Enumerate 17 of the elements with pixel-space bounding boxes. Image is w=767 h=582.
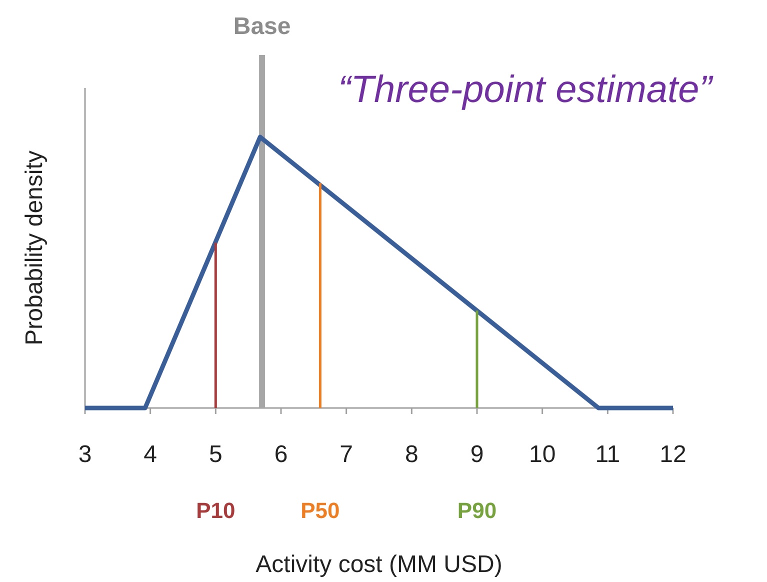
x-tick-label: 9: [470, 441, 484, 468]
text: “Three-point estimate”: [338, 69, 714, 111]
text: P90: [457, 498, 497, 523]
x-tick-label: 4: [144, 441, 158, 468]
x-tick-label: 7: [340, 441, 354, 468]
text: P50: [300, 498, 340, 523]
x-tick-label: 10: [528, 441, 556, 468]
y-axis-title: Probability density: [21, 150, 48, 346]
ref-line-label: Base: [233, 13, 291, 40]
x-tick-label: 8: [404, 441, 418, 468]
x-axis-title: Activity cost (MM USD): [256, 551, 502, 578]
x-tick-label: 5: [208, 441, 222, 468]
text: P10: [196, 498, 236, 523]
x-tick-label: 11: [595, 441, 620, 468]
x-tick-label: 6: [274, 441, 288, 468]
x-tick-label: 3: [78, 441, 92, 468]
x-tick-label: 12: [660, 441, 686, 468]
